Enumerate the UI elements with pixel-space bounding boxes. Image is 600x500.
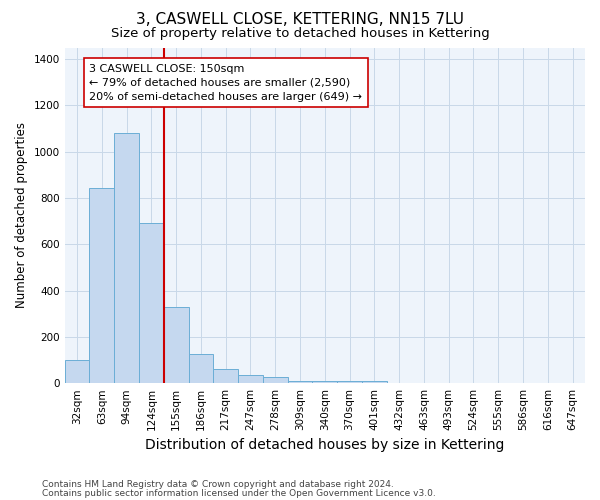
Bar bbox=[287, 381, 313, 383]
Y-axis label: Number of detached properties: Number of detached properties bbox=[15, 122, 28, 308]
Bar bbox=[65, 360, 89, 383]
Bar bbox=[188, 354, 214, 383]
Text: 3 CASWELL CLOSE: 150sqm
← 79% of detached houses are smaller (2,590)
20% of semi: 3 CASWELL CLOSE: 150sqm ← 79% of detache… bbox=[89, 64, 362, 102]
Text: Contains HM Land Registry data © Crown copyright and database right 2024.: Contains HM Land Registry data © Crown c… bbox=[42, 480, 394, 489]
Bar bbox=[337, 381, 362, 383]
Bar bbox=[214, 370, 238, 383]
Text: Size of property relative to detached houses in Kettering: Size of property relative to detached ho… bbox=[110, 28, 490, 40]
Text: 3, CASWELL CLOSE, KETTERING, NN15 7LU: 3, CASWELL CLOSE, KETTERING, NN15 7LU bbox=[136, 12, 464, 28]
Bar bbox=[139, 224, 164, 383]
Bar bbox=[313, 381, 337, 383]
Text: Contains public sector information licensed under the Open Government Licence v3: Contains public sector information licen… bbox=[42, 488, 436, 498]
Bar bbox=[263, 378, 287, 383]
X-axis label: Distribution of detached houses by size in Kettering: Distribution of detached houses by size … bbox=[145, 438, 505, 452]
Bar bbox=[89, 188, 114, 383]
Bar bbox=[114, 133, 139, 383]
Bar bbox=[238, 375, 263, 383]
Bar bbox=[164, 307, 188, 383]
Bar bbox=[362, 381, 387, 383]
